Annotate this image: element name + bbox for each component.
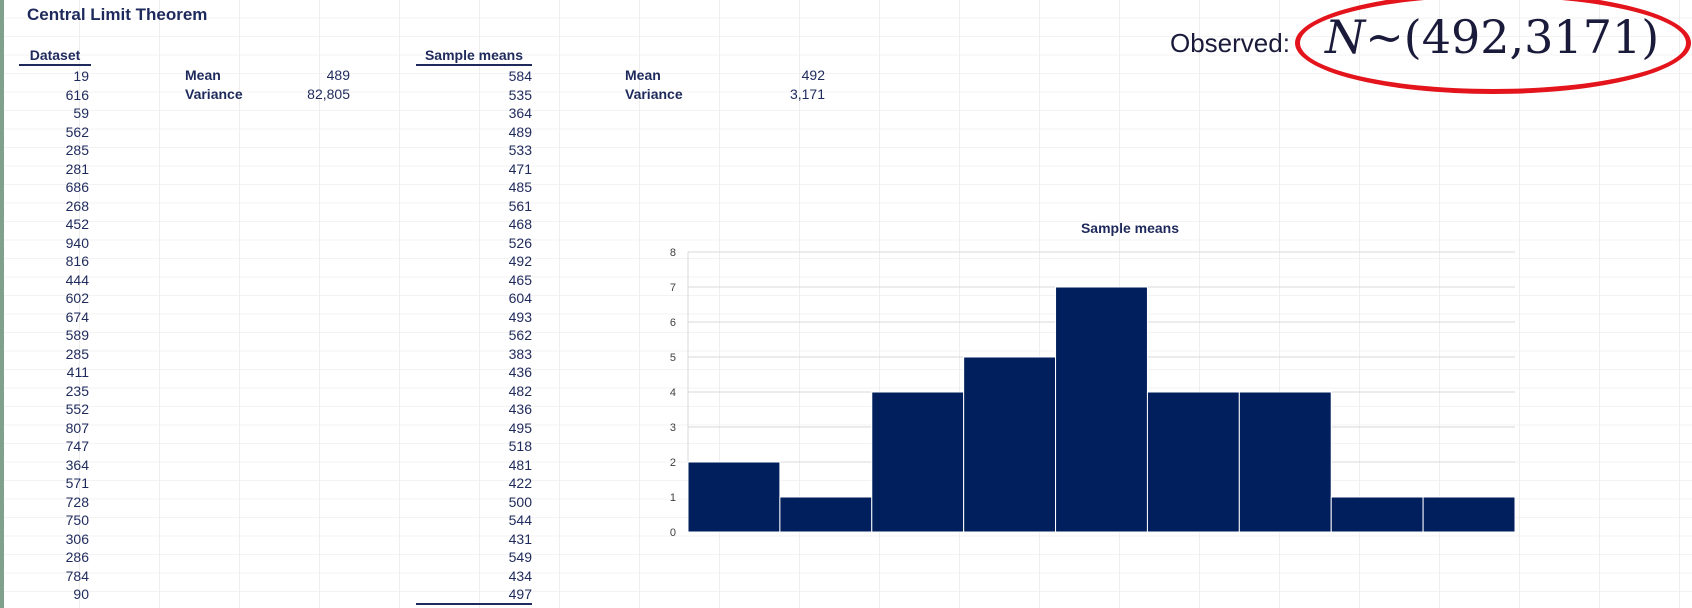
dataset-cell[interactable]: 90 [73, 586, 89, 602]
sample-means-cell[interactable]: 584 [508, 68, 532, 84]
sample-means-cell[interactable]: 482 [508, 382, 532, 399]
dataset-cell[interactable]: 562 [65, 123, 89, 140]
chart-bars [687, 286, 1516, 533]
dataset-cell[interactable]: 807 [65, 419, 89, 436]
dataset-cell[interactable]: 235 [65, 382, 89, 399]
sample-means-cell[interactable]: 495 [508, 419, 532, 436]
sample-means-cell[interactable]: 492 [508, 253, 532, 269]
means-variance-value[interactable]: 3,171 [789, 86, 825, 102]
dataset-cell[interactable]: 411 [66, 364, 89, 380]
dataset-cell[interactable]: 452 [65, 216, 89, 232]
sample-means-cell[interactable]: 493 [508, 308, 532, 325]
sample-means-cell[interactable]: 431 [508, 530, 532, 547]
dataset-cell[interactable]: 589 [65, 327, 89, 343]
dataset-cell[interactable]: 602 [65, 290, 89, 306]
sample-means-cell[interactable]: 561 [508, 197, 532, 214]
dataset-cell[interactable]: 571 [65, 475, 89, 491]
y-tick-label: 4 [670, 387, 676, 399]
dataset-cell[interactable]: 686 [65, 179, 89, 195]
dataset-cell[interactable]: 285 [65, 142, 89, 158]
dataset-variance-label[interactable]: Variance [185, 86, 243, 102]
dataset-cell[interactable]: 285 [65, 345, 89, 362]
sample-means-cell[interactable]: 364 [508, 105, 532, 121]
histogram-bar [1330, 496, 1424, 533]
y-tick-label: 0 [670, 527, 676, 539]
sample-means-header[interactable]: Sample means [416, 47, 532, 66]
sample-means-cell[interactable]: 489 [508, 123, 532, 140]
dataset-header[interactable]: Dataset [19, 47, 91, 66]
dataset-cell[interactable]: 19 [73, 68, 89, 84]
dataset-cell[interactable]: 364 [65, 456, 89, 473]
y-tick-label: 5 [670, 352, 676, 364]
dataset-cell[interactable]: 816 [65, 253, 89, 269]
chart-title: Sample means [1081, 220, 1179, 236]
sample-means-cell[interactable]: 526 [508, 234, 532, 251]
dataset-cell[interactable]: 750 [65, 512, 89, 528]
sample-means-column: 584 535 364 489 533 471 485 561 468 526 492 465 604 4… [416, 67, 532, 604]
means-mean-value[interactable]: 492 [801, 67, 825, 83]
row-header-edge [0, 0, 4, 608]
sample-means-cell[interactable]: 481 [508, 456, 532, 473]
sample-means-cell[interactable]: 535 [508, 86, 532, 103]
sample-means-cell[interactable]: 549 [508, 549, 532, 565]
dataset-cell[interactable]: 268 [65, 197, 89, 214]
y-tick-label: 8 [670, 247, 676, 259]
sample-means-cell[interactable]: 485 [508, 179, 532, 195]
sample-means-cell[interactable]: 518 [508, 438, 532, 454]
dataset-cell[interactable]: 940 [65, 234, 89, 251]
dataset-variance-value[interactable]: 82,805 [307, 86, 350, 102]
sample-means-cell[interactable]: 465 [508, 271, 532, 288]
sample-means-cell[interactable]: 497 [508, 586, 532, 602]
dataset-cell[interactable]: 784 [65, 567, 89, 584]
histogram-bar [779, 496, 873, 533]
dataset-cell[interactable]: 747 [65, 438, 89, 454]
dataset-cell[interactable]: 59 [73, 105, 89, 121]
dataset-cell[interactable]: 616 [65, 86, 89, 103]
sample-means-cell[interactable]: 436 [508, 401, 532, 417]
means-variance-label[interactable]: Variance [625, 86, 683, 102]
sample-means-cell[interactable]: 422 [508, 475, 532, 491]
sample-means-cell[interactable]: 533 [508, 142, 532, 158]
sample-means-cell[interactable]: 436 [508, 364, 532, 380]
dataset-mean-value[interactable]: 489 [326, 67, 350, 83]
y-tick-label: 1 [670, 492, 676, 504]
histogram-bar [871, 391, 965, 533]
y-tick-label: 2 [670, 457, 676, 469]
sheet-title: Central Limit Theorem [27, 5, 208, 24]
observed-label: Observed: [1170, 28, 1290, 58]
dataset-mean-label[interactable]: Mean [185, 67, 221, 83]
y-tick-label: 7 [670, 282, 676, 294]
sample-means-cell[interactable]: 544 [508, 512, 532, 528]
dataset-cell[interactable]: 674 [65, 308, 89, 325]
sample-means-histogram[interactable]: Sample means 0 1 2 3 4 5 6 7 8 [660, 210, 1600, 540]
sample-means-end-line [416, 603, 532, 605]
dataset-cell[interactable]: 552 [65, 401, 89, 417]
chart-y-axis: 0 1 2 3 4 5 6 7 8 [670, 247, 676, 539]
y-tick-label: 3 [670, 422, 676, 434]
dataset-cell[interactable]: 728 [65, 493, 89, 510]
means-mean-label[interactable]: Mean [625, 67, 661, 83]
sample-means-cell[interactable]: 383 [508, 345, 532, 362]
dataset-cell[interactable]: 281 [65, 160, 89, 177]
histogram-bar [687, 461, 781, 533]
y-tick-label: 6 [670, 317, 676, 329]
sample-means-cell[interactable]: 434 [508, 567, 532, 584]
dataset-cell[interactable]: 306 [65, 530, 89, 547]
sample-means-cell[interactable]: 562 [508, 327, 532, 343]
sample-means-cell[interactable]: 468 [508, 216, 532, 232]
dataset-column: 19 616 59 562 285 281 686 268 452 940 816 444 602 674… [19, 67, 89, 604]
histogram-bar [1055, 286, 1148, 533]
sample-means-cell[interactable]: 604 [508, 290, 532, 306]
histogram-bar [1238, 391, 1332, 533]
dataset-cell[interactable]: 444 [65, 271, 89, 288]
sample-means-cell[interactable]: 500 [508, 493, 532, 510]
histogram-bar [1422, 496, 1516, 533]
dataset-cell[interactable]: 286 [65, 549, 89, 565]
highlight-ellipse [1295, 0, 1691, 94]
histogram-bar [1146, 391, 1240, 533]
histogram-bar [963, 356, 1057, 533]
sample-means-cell[interactable]: 471 [508, 160, 532, 177]
